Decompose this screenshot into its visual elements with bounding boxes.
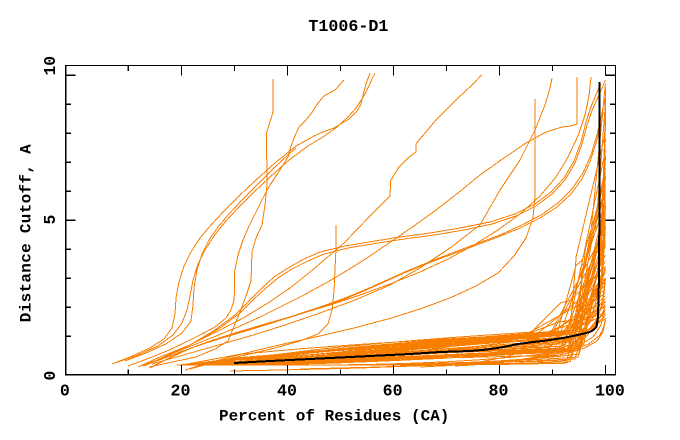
svg-text:80: 80: [489, 382, 509, 401]
svg-text:20: 20: [171, 382, 191, 401]
svg-text:10: 10: [41, 56, 60, 76]
svg-text:Percent of Residues (CA): Percent of Residues (CA): [219, 408, 449, 426]
svg-text:60: 60: [383, 382, 403, 401]
svg-text:40: 40: [277, 382, 297, 401]
svg-text:0: 0: [60, 382, 70, 401]
svg-text:5: 5: [41, 215, 60, 225]
svg-text:T1006-D1: T1006-D1: [308, 18, 388, 37]
svg-text:0: 0: [41, 371, 60, 381]
svg-text:100: 100: [595, 382, 625, 401]
svg-text:Distance Cutoff, A: Distance Cutoff, A: [18, 144, 36, 322]
